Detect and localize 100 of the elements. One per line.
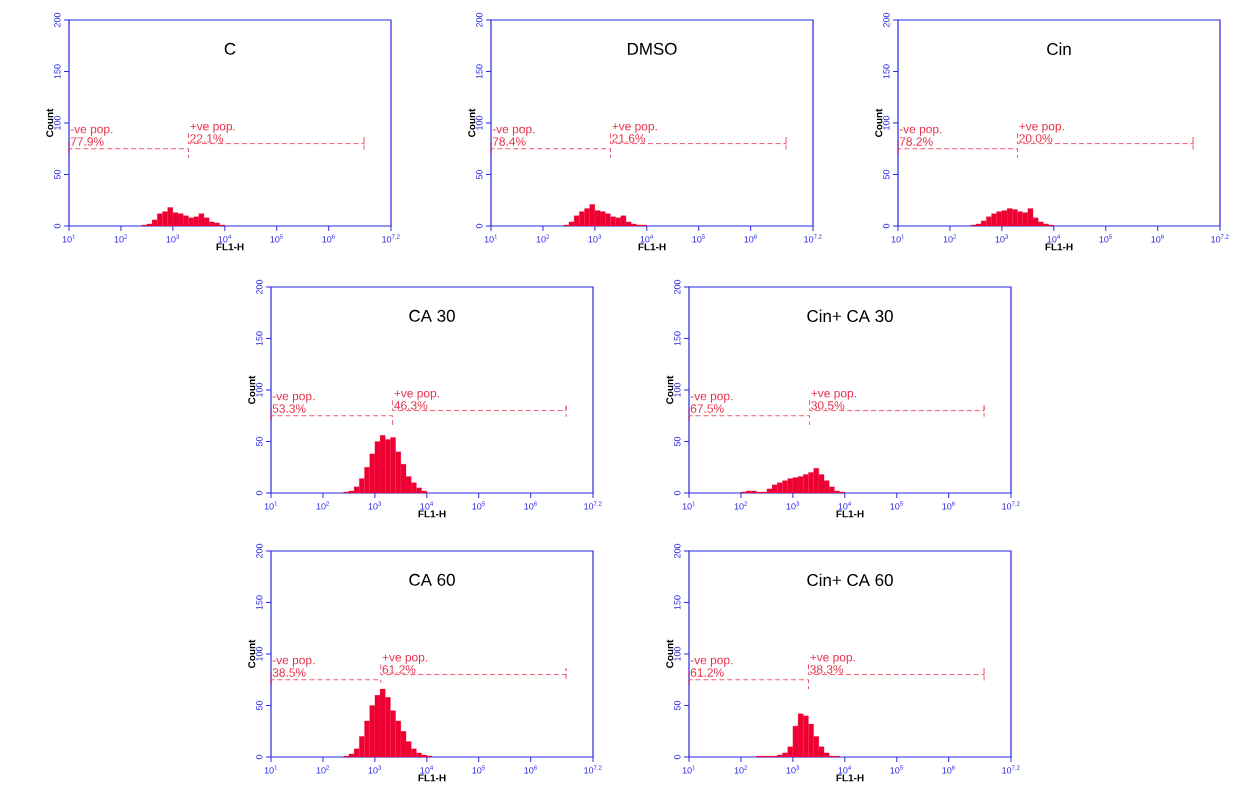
x-tick-label: 10$^{6}$ (942, 501, 955, 510)
x-tick-label: 10$^{4}$ (218, 234, 232, 243)
x-tick-label: 10$^{1}$ (682, 765, 696, 774)
x-tick-label: 10$^{4}$ (420, 501, 434, 510)
x-tick-label: 10$^{3}$ (588, 234, 602, 243)
y-tick-label: 0 (256, 490, 263, 496)
x-tick-label: 10$^{1}$ (264, 765, 278, 774)
x-tick-label: 10$^{2}$ (943, 234, 957, 243)
x-tick-label: 10$^{4}$ (838, 501, 852, 510)
annotation: 78.2% (899, 137, 933, 146)
annotation: 38.5% (272, 668, 306, 677)
text: CA 60 (409, 573, 455, 586)
x-tick-label: 10$^{2}$ (114, 234, 128, 243)
text: Cin+ CA 30 (807, 309, 893, 323)
text: Cin (1047, 42, 1071, 56)
x-tick-label: 10$^{7.2}$ (382, 234, 400, 243)
annotation: -ve pop. (272, 393, 315, 403)
text: DMSO (627, 42, 677, 55)
x-tick-label: 10$^{1}$ (484, 234, 498, 243)
y-tick-label: 50 (476, 169, 483, 180)
annotation: -ve pop. (272, 657, 315, 667)
x-tick-label: 10$^{7.2}$ (1002, 501, 1020, 510)
annotation: 61.2% (690, 668, 724, 677)
x-tick-label: 10$^{6}$ (524, 501, 537, 510)
annotation: 77.9% (70, 137, 104, 146)
y-tick-label: 50 (674, 700, 681, 711)
annotation: -ve pop. (899, 126, 942, 136)
y-axis-title: Count (875, 108, 883, 137)
x-tick-label: 10$^{1}$ (891, 234, 905, 243)
y-tick-label: 50 (674, 436, 681, 447)
x-tick-label: 10$^{2}$ (734, 765, 748, 774)
y-axis-title: Count (468, 108, 476, 137)
annotation: +ve pop. (382, 654, 428, 664)
x-tick-label: 10$^{6}$ (744, 234, 757, 243)
x-axis-title: FL1-H (1045, 243, 1073, 251)
y-tick-label: 100 (256, 382, 263, 397)
x-tick-label: 10$^{7.2}$ (804, 234, 822, 243)
y-tick-label: 50 (256, 436, 263, 447)
x-tick-label: 10$^{4}$ (640, 234, 654, 243)
x-axis-title: FL1-H (418, 774, 446, 782)
x-tick-label: 10$^{3}$ (786, 501, 800, 510)
y-tick-label: 150 (476, 64, 483, 79)
x-tick-label: 10$^{4}$ (1047, 234, 1061, 243)
x-tick-label: 10$^{2}$ (316, 501, 330, 510)
y-axis-title: Count (248, 375, 256, 404)
text: C (224, 42, 236, 55)
y-tick-label: 200 (476, 12, 483, 28)
y-tick-label: 100 (883, 115, 890, 130)
y-tick-label: 50 (54, 169, 61, 180)
x-tick-label: 10$^{1}$ (62, 234, 76, 243)
x-axis-title: FL1-H (418, 510, 446, 518)
x-tick-label: 10$^{7.2}$ (1211, 234, 1229, 243)
y-tick-label: 0 (256, 754, 263, 760)
x-tick-label: 10$^{5}$ (890, 765, 903, 774)
x-tick-label: 10$^{6}$ (322, 234, 335, 243)
y-tick-label: 100 (256, 646, 263, 661)
annotation: 67.5% (690, 404, 724, 413)
annotation: 30.5% (811, 401, 845, 410)
y-tick-label: 100 (674, 382, 681, 397)
x-axis-title: FL1-H (216, 243, 244, 251)
annotation: +ve pop. (811, 390, 856, 400)
annotation: 53.3% (272, 404, 306, 413)
annotation: -ve pop. (690, 657, 733, 667)
x-tick-label: 10$^{6}$ (942, 765, 955, 774)
y-axis-title: Count (666, 375, 674, 404)
y-axis-title: Count (666, 639, 674, 668)
x-tick-label: 10$^{3}$ (786, 765, 800, 774)
x-tick-label: 10$^{3}$ (995, 234, 1009, 243)
y-tick-label: 150 (674, 331, 681, 346)
x-tick-label: 10$^{5}$ (472, 765, 485, 774)
annotation: 20.0% (1019, 134, 1053, 143)
x-tick-label: 10$^{3}$ (368, 765, 382, 774)
y-tick-label: 0 (54, 223, 61, 229)
x-tick-label: 10$^{5}$ (692, 234, 705, 243)
y-tick-label: 100 (674, 646, 681, 661)
y-tick-label: 0 (883, 223, 890, 229)
y-tick-label: 200 (883, 12, 890, 28)
y-tick-label: 150 (674, 595, 681, 610)
x-axis-title: FL1-H (836, 510, 864, 518)
annotation: +ve pop. (810, 654, 855, 664)
x-tick-label: 10$^{5}$ (472, 501, 485, 510)
x-tick-label: 10$^{5}$ (890, 501, 903, 510)
annotation: 78.4% (492, 137, 526, 146)
x-tick-label: 10$^{3}$ (166, 234, 180, 243)
annotation: 22.1% (190, 134, 224, 143)
y-tick-label: 0 (674, 490, 681, 496)
annotation: +ve pop. (612, 123, 657, 133)
annotation: 46.3% (394, 401, 428, 410)
x-tick-label: 10$^{2}$ (316, 765, 330, 774)
x-axis-title: FL1-H (638, 243, 666, 251)
x-tick-label: 10$^{5}$ (270, 234, 283, 243)
text: Cin+ CA 60 (807, 573, 893, 587)
y-tick-label: 100 (476, 115, 483, 130)
x-tick-label: 10$^{7.2}$ (584, 765, 602, 774)
annotation: 21.6% (612, 134, 646, 143)
annotation: +ve pop. (1019, 123, 1064, 133)
y-tick-label: 100 (54, 115, 61, 130)
y-tick-label: 200 (674, 279, 681, 295)
annotation: 38.3% (810, 665, 844, 674)
x-tick-label: 10$^{3}$ (368, 501, 382, 510)
